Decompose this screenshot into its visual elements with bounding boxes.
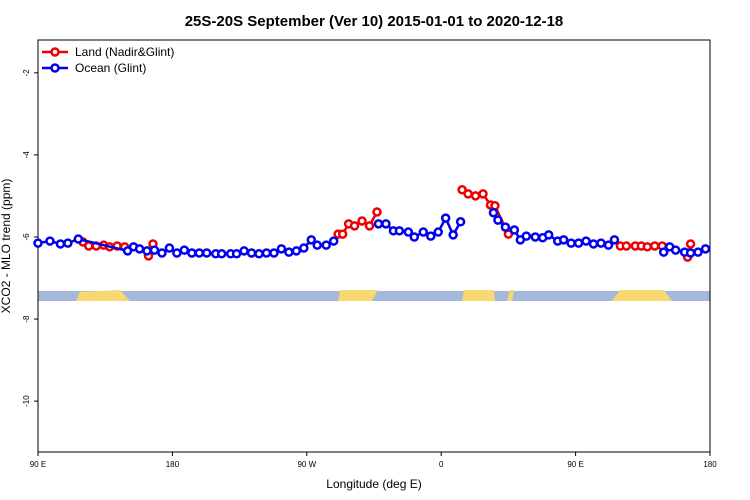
data-point <box>142 246 152 256</box>
data-point <box>269 248 279 258</box>
data-point <box>433 227 443 237</box>
data-point <box>261 248 272 258</box>
x-tick-label: 0 <box>439 460 444 469</box>
data-point <box>488 208 499 218</box>
chart-title: 25S-20S September (Ver 10) 2015-01-01 to… <box>185 13 564 30</box>
x-tick-label: 180 <box>703 460 717 469</box>
data-point <box>84 241 94 251</box>
data-point <box>239 246 249 256</box>
x-tick-label: 90 W <box>297 460 316 469</box>
data-point <box>164 243 175 253</box>
data-point <box>157 248 167 258</box>
data-point <box>478 189 488 199</box>
data-point <box>649 241 660 251</box>
data-point <box>609 235 620 245</box>
data-point <box>670 245 681 255</box>
data-point <box>418 227 429 237</box>
data-point <box>373 219 384 229</box>
data-point <box>134 244 145 254</box>
data-point <box>337 229 348 239</box>
data-point <box>349 221 360 231</box>
land-ocean-strip <box>38 290 710 301</box>
data-point <box>463 189 473 199</box>
data-point <box>312 240 323 250</box>
x-tick-label: 180 <box>166 460 180 469</box>
legend-marker <box>50 47 60 57</box>
data-point <box>566 238 576 248</box>
data-point <box>448 230 458 240</box>
data-point <box>201 248 212 258</box>
data-point <box>425 231 436 241</box>
data-point <box>440 213 451 223</box>
data-point <box>530 232 541 242</box>
data-point <box>73 234 84 244</box>
data-point <box>55 239 66 249</box>
data-point <box>603 240 614 250</box>
data-point <box>187 248 197 258</box>
y-tick-label: -10 <box>22 395 31 407</box>
data-point <box>149 245 160 255</box>
data-point <box>685 248 696 258</box>
data-point <box>573 238 584 248</box>
data-point <box>685 239 696 249</box>
data-point <box>500 222 511 232</box>
data-point <box>194 248 205 258</box>
data-point <box>581 236 591 246</box>
legend-label: Ocean (Glint) <box>75 61 146 75</box>
data-point <box>299 243 309 253</box>
data-point <box>45 236 55 246</box>
data-point <box>179 245 190 255</box>
data-point <box>122 246 133 256</box>
data-point <box>403 227 414 237</box>
legend-marker <box>50 63 60 73</box>
data-point <box>558 235 569 245</box>
data-point <box>658 247 669 257</box>
data-point <box>521 231 532 241</box>
data-point <box>254 249 264 259</box>
x-tick-label: 90 E <box>30 460 46 469</box>
data-point <box>216 249 227 259</box>
data-point <box>306 235 317 245</box>
x-axis-label: Longitude (deg E) <box>326 477 421 491</box>
data-point <box>357 216 367 226</box>
data-point <box>231 249 242 259</box>
data-point <box>470 191 481 201</box>
data-point <box>642 242 653 252</box>
y-tick-label: -4 <box>22 151 31 159</box>
data-point <box>321 240 331 250</box>
data-point <box>596 238 606 248</box>
legend-label: Land (Nadir&Glint) <box>75 45 174 59</box>
data-point <box>409 232 420 242</box>
data-point <box>457 185 467 195</box>
data-point <box>284 247 294 257</box>
data-point <box>328 236 339 246</box>
data-point <box>693 247 703 257</box>
data-point <box>372 207 382 217</box>
y-tick-label: -8 <box>22 315 31 323</box>
data-point <box>381 219 391 229</box>
data-point <box>621 241 632 251</box>
data-point <box>291 246 302 256</box>
data-point <box>276 244 287 254</box>
y-tick-label: -2 <box>22 69 31 77</box>
y-axis-label: XCO2 - MLO trend (ppm) <box>0 179 13 314</box>
data-point <box>246 248 257 258</box>
data-point <box>364 221 375 231</box>
data-point <box>172 248 182 258</box>
data-point <box>63 238 73 248</box>
data-point <box>700 244 711 254</box>
x-tick-label: 90 E <box>567 460 583 469</box>
y-tick-label: -6 <box>22 233 31 241</box>
data-point <box>394 226 405 236</box>
data-point <box>455 217 466 227</box>
data-point <box>493 215 503 225</box>
data-point <box>543 230 554 240</box>
data-point <box>509 225 520 235</box>
data-point <box>588 239 599 249</box>
data-point <box>33 238 43 248</box>
